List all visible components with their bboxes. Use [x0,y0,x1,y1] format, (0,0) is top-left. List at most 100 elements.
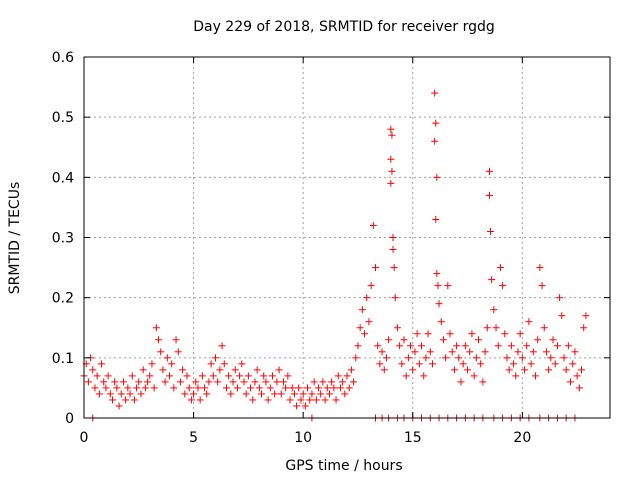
data-point [453,342,461,350]
tick-labels: 0 5 10 15 20 0 0.1 0.2 0.3 0.4 0.5 0.6 [52,50,532,446]
data-point [141,384,149,392]
data-point [323,384,331,392]
data-point [146,372,154,380]
data-point [212,354,219,362]
data-point [183,372,191,380]
data-point [396,342,404,350]
x-tick-label: 20 [513,430,531,446]
y-tick-label: 0.1 [52,351,74,367]
data-point [117,390,125,398]
data-points [80,89,590,422]
data-point [433,173,441,181]
data-point [553,342,561,350]
y-tick-label: 0.2 [52,291,74,307]
data-point [350,378,358,386]
data-point [301,402,309,410]
data-point [488,276,496,284]
data-point [387,179,395,187]
data-point [108,396,116,404]
data-point [170,384,178,392]
data-point [573,372,581,380]
data-point [106,390,114,398]
data-point [367,282,375,290]
data-point [306,396,314,404]
data-point [293,402,301,410]
data-point [113,384,121,392]
data-point [135,378,143,386]
data-point [521,366,529,374]
data-point [432,119,440,127]
data-point [389,246,397,254]
data-point [271,390,279,398]
data-point [216,366,224,374]
data-point [100,378,108,386]
data-point [479,378,487,386]
data-point [558,312,566,320]
x-tick-label: 15 [404,430,422,446]
data-point [503,354,511,362]
data-point [468,330,476,338]
data-point [481,348,489,356]
data-point [389,234,397,241]
data-point [312,396,320,404]
data-point [547,354,555,362]
data-point [499,282,507,290]
data-point [98,360,106,368]
data-point [358,306,366,314]
data-point [168,360,176,368]
data-point [475,336,482,344]
data-point [179,366,187,374]
data-point [514,348,522,356]
data-point [494,342,502,350]
data-point [435,300,443,308]
data-point [220,360,228,368]
data-point [336,384,344,392]
data-point [413,330,421,338]
data-point [104,372,112,380]
data-point [214,378,222,386]
data-point [507,342,515,350]
data-point [352,354,360,362]
data-point [115,402,123,410]
data-point [365,318,373,326]
data-point [273,378,281,386]
data-point [317,390,325,398]
data-point [459,360,467,368]
x-tick-label: 10 [294,430,312,446]
data-point [209,372,217,380]
data-point [354,342,362,350]
data-point [174,348,182,356]
data-point [198,372,206,380]
data-point [185,384,193,392]
data-point [222,384,230,392]
data-point [562,366,570,374]
data-point [207,360,215,368]
data-point [569,360,577,368]
data-point [434,282,442,290]
data-point [205,378,213,386]
data-point [260,372,268,380]
data-point [444,282,452,290]
data-point [448,348,456,356]
data-point [190,390,198,398]
data-point [380,366,388,374]
data-point [400,336,408,344]
data-point [371,264,379,272]
data-point [290,390,298,398]
data-point [387,155,395,163]
data-point [455,354,463,362]
data-point [578,366,586,374]
data-point [374,342,382,350]
data-point [538,282,546,290]
data-point [159,366,167,374]
data-point [91,384,99,392]
data-point [308,390,316,398]
data-point [238,360,246,368]
data-point [531,372,539,380]
data-point [523,342,531,350]
data-point [361,330,369,338]
x-tick-label: 0 [80,430,89,446]
data-point [332,396,340,404]
data-point [233,384,241,392]
